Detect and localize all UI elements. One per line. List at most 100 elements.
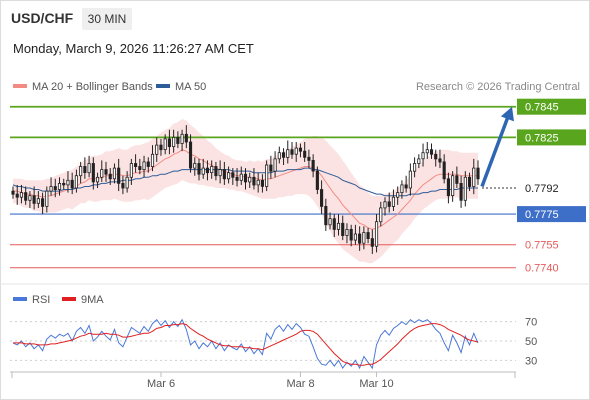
candle-body [256, 179, 260, 186]
rsi-legend: RSI 9MA [13, 294, 104, 306]
time-tick-label: Mar 8 [286, 378, 314, 390]
time-tick-label: Mar 6 [147, 378, 175, 390]
candle-body [429, 149, 434, 155]
level-label-0.7755: 0.7755 [525, 240, 559, 252]
candle-body [15, 193, 19, 198]
candle-body [336, 222, 341, 230]
candle-body [32, 195, 36, 204]
candle-body [57, 182, 62, 190]
candle-body [235, 176, 239, 181]
candle-body [24, 192, 28, 201]
rsi-panel: 70 50 30 [10, 317, 537, 370]
candle-body [387, 201, 391, 207]
candle-body [362, 232, 366, 244]
time-tick-label: Mar 10 [359, 378, 393, 390]
candle-body [163, 138, 167, 150]
candle-body [74, 175, 78, 189]
candle-body [28, 195, 32, 201]
candle-body [455, 175, 459, 184]
candle-body [188, 141, 193, 169]
interval-button[interactable]: 30 MIN [82, 8, 132, 30]
time-axis: Mar 6 Mar 8 Mar 10 [10, 371, 516, 390]
candle-body [476, 167, 480, 180]
candle-body [298, 147, 303, 152]
candle-body [155, 144, 159, 155]
candle-body [108, 173, 112, 180]
chart-header: USD/CHF 30 MIN [0, 0, 590, 38]
candle-body [180, 133, 184, 144]
candle-body [273, 158, 277, 172]
candle-body [311, 159, 315, 172]
candle-body [434, 153, 438, 160]
candle-body [396, 192, 400, 198]
candle-body [87, 163, 91, 174]
candle-body [104, 169, 108, 175]
candle-body [11, 190, 15, 195]
candle-body [62, 182, 66, 186]
candle-body [303, 150, 307, 158]
candle-body [358, 233, 362, 244]
legend-swatch-ma50 [156, 84, 170, 88]
candle-body [239, 173, 243, 181]
candle-body [391, 196, 396, 207]
candle-body [269, 164, 273, 172]
current-price-label: 0.7792 [525, 183, 559, 195]
candle-body [117, 167, 121, 184]
candle-body [417, 158, 421, 164]
legend-swatch-rsi [13, 297, 27, 301]
source-credit: Research © 2026 Trading Central [416, 81, 580, 93]
candle-body [49, 186, 53, 192]
candle-body [353, 233, 357, 241]
level-tag-0.7845 [517, 98, 586, 115]
candle-body [332, 218, 336, 230]
candle-body [134, 163, 138, 167]
candle-body [307, 156, 311, 161]
legend-label-ma20: MA 20 + Bollinger Bands [32, 81, 153, 93]
candle-body [66, 179, 70, 186]
candle-body [290, 149, 294, 155]
candle-body [146, 161, 150, 167]
candle-body [222, 169, 226, 180]
candle-body [129, 163, 133, 178]
timestamp: Monday, March 9, 2026 11:26:27 AM CET [13, 41, 254, 56]
candle-body [383, 201, 387, 209]
candle-body [184, 133, 188, 143]
level-tag-0.7775 [517, 206, 586, 223]
candle-body [252, 176, 256, 186]
candle-body [286, 149, 290, 158]
candle-body [95, 176, 100, 183]
candle-body [218, 169, 222, 177]
legend-swatch-ma20 [13, 84, 27, 88]
legend-swatch-9ma [62, 297, 76, 301]
candle-body [248, 176, 252, 183]
candle-body [265, 164, 269, 187]
candle-body [41, 198, 45, 207]
candle-body [53, 186, 57, 190]
rsi-tick-30: 30 [525, 355, 537, 367]
candle-body [442, 161, 446, 180]
candle-body [320, 189, 324, 207]
rsi-tick-70: 70 [525, 317, 537, 329]
candle-body [121, 182, 125, 189]
price-legend: MA 20 + Bollinger Bands MA 50 Research ©… [13, 81, 580, 93]
candle-body [193, 163, 197, 169]
candle-body [408, 170, 412, 189]
candle-body [214, 166, 218, 177]
forecast-arrow-shaft [480, 116, 510, 188]
candle-body [467, 176, 472, 187]
level-label-0.7775: 0.7775 [525, 209, 559, 221]
candle-body [159, 144, 163, 151]
candle-body [83, 166, 87, 173]
candle-body [345, 228, 349, 236]
candle-body [421, 152, 425, 160]
candle-body [472, 167, 476, 187]
candle-body [19, 192, 24, 198]
rsi-line [12, 318, 479, 370]
candle-body [172, 136, 176, 147]
candle-body [294, 147, 298, 155]
candle-body [463, 176, 467, 201]
candle-body [176, 136, 180, 144]
level-label-0.7740: 0.7740 [525, 263, 559, 275]
candle-body [349, 228, 353, 241]
legend-label-rsi: RSI [32, 294, 50, 306]
